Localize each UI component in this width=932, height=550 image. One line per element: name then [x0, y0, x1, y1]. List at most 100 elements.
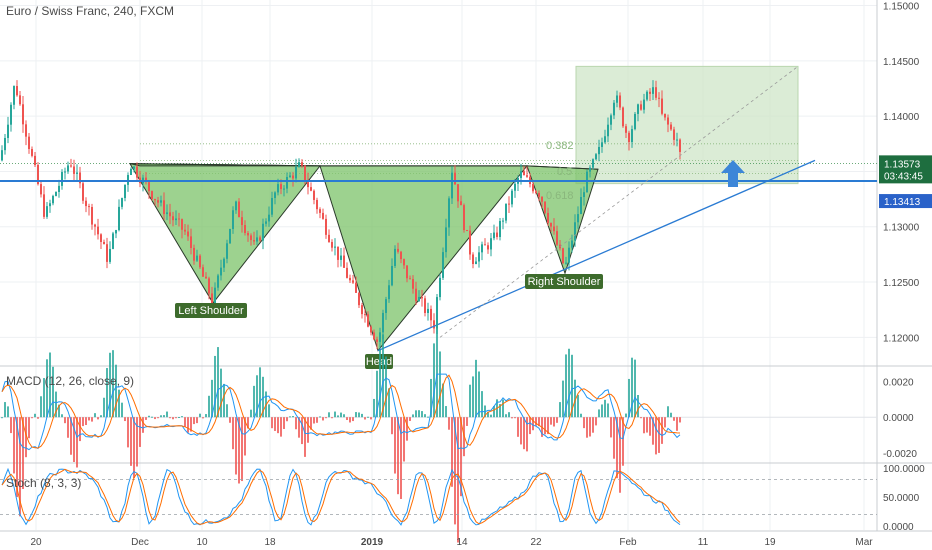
- candle: [67, 165, 69, 172]
- macd-histogram-bar: [481, 391, 483, 418]
- stoch-tick-label: 50.0000: [883, 493, 920, 504]
- macd-histogram-bar: [118, 389, 120, 418]
- macd-histogram-bar: [532, 417, 534, 431]
- macd-histogram-bar: [466, 417, 468, 426]
- macd-histogram-bar: [592, 417, 594, 433]
- macd-histogram-bar: [643, 417, 645, 434]
- macd-histogram-bar: [655, 417, 657, 455]
- candle: [10, 104, 12, 125]
- macd-histogram-bar: [421, 411, 423, 418]
- candle: [61, 172, 63, 186]
- candle: [649, 91, 651, 94]
- candle: [547, 212, 549, 224]
- chart-title: Euro / Swiss Franc, 240, FXCM: [6, 4, 175, 18]
- macd-histogram-bar: [352, 417, 354, 422]
- macd-histogram-bar: [220, 368, 222, 418]
- candle: [85, 200, 87, 207]
- price-tick-label: 1.14500: [883, 57, 920, 68]
- candle: [571, 240, 573, 248]
- macd-histogram-bar: [184, 417, 186, 427]
- candle: [520, 171, 522, 178]
- candle: [130, 168, 132, 176]
- macd-histogram-bar: [334, 411, 336, 418]
- candle: [217, 275, 219, 288]
- candle: [577, 214, 579, 223]
- macd-histogram-bar: [610, 417, 612, 438]
- time-tick-label: 14: [456, 537, 468, 548]
- candle: [94, 224, 96, 227]
- candle: [661, 98, 663, 114]
- macd-histogram-bar: [433, 343, 435, 418]
- candle: [616, 95, 618, 103]
- macd-histogram-bar: [112, 350, 114, 418]
- macd-histogram-bar: [412, 414, 414, 418]
- macd-histogram-bar: [346, 417, 348, 421]
- macd-histogram-bar: [406, 417, 408, 441]
- macd-histogram-bar: [649, 417, 651, 436]
- macd-histogram-bar: [94, 413, 96, 418]
- macd-histogram-bar: [523, 417, 525, 450]
- time-tick-label: 10: [196, 537, 208, 548]
- macd-histogram-bar: [631, 357, 633, 418]
- candle: [241, 217, 243, 226]
- candle: [580, 197, 582, 215]
- pattern-neckline: [129, 163, 599, 170]
- left-shoulder-label: Left Shoulder: [178, 305, 244, 317]
- macd-histogram-bar: [211, 379, 213, 418]
- candle: [58, 185, 60, 193]
- macd-histogram-bar: [79, 417, 81, 442]
- candle: [145, 177, 147, 183]
- candle: [487, 245, 489, 250]
- candle: [562, 248, 564, 263]
- candle: [244, 225, 246, 233]
- candle: [247, 232, 249, 236]
- macd-histogram-bar: [61, 414, 63, 418]
- macd-histogram-bar: [418, 410, 420, 418]
- macd-histogram-bar: [625, 413, 627, 418]
- candle: [442, 252, 444, 278]
- macd-histogram-bar: [103, 397, 105, 418]
- macd-histogram-bar: [175, 417, 177, 419]
- candle: [628, 132, 630, 143]
- candle: [151, 191, 153, 199]
- candle: [13, 86, 15, 105]
- candle: [478, 252, 480, 262]
- macd-histogram-bar: [571, 354, 573, 418]
- candle: [541, 196, 543, 202]
- candle: [664, 113, 666, 118]
- candle: [553, 226, 555, 232]
- candle: [109, 248, 111, 262]
- candle: [19, 95, 21, 105]
- candle: [631, 129, 633, 143]
- candle: [298, 162, 300, 167]
- macd-histogram-bar: [658, 417, 660, 453]
- candle: [556, 231, 558, 245]
- macd-histogram-bar: [376, 370, 378, 418]
- macd-histogram-bar: [415, 410, 417, 418]
- macd-histogram-bar: [667, 406, 669, 418]
- macd-histogram-bar: [568, 348, 570, 418]
- candle: [274, 192, 276, 199]
- candle: [388, 285, 390, 300]
- price-tick-label: 1.15000: [883, 2, 920, 13]
- macd-histogram-bar: [349, 417, 351, 423]
- candle: [469, 230, 471, 255]
- macd-histogram-bar: [313, 417, 315, 424]
- macd-histogram-bar: [301, 417, 303, 445]
- macd-histogram-bar: [130, 417, 132, 466]
- macd-histogram-bar: [628, 378, 630, 418]
- candle: [97, 226, 99, 235]
- macd-histogram-bar: [67, 417, 69, 438]
- macd-histogram-bar: [493, 406, 495, 418]
- candle: [409, 278, 411, 280]
- candle: [22, 104, 24, 125]
- candle: [523, 171, 525, 176]
- candle: [199, 255, 201, 268]
- macd-histogram-bar: [142, 417, 144, 433]
- macd-histogram-bar: [163, 415, 165, 418]
- macd-histogram-bar: [340, 412, 342, 418]
- candle: [475, 261, 477, 265]
- candle: [361, 305, 363, 315]
- candle: [55, 192, 57, 196]
- macd-histogram-bar: [616, 417, 618, 479]
